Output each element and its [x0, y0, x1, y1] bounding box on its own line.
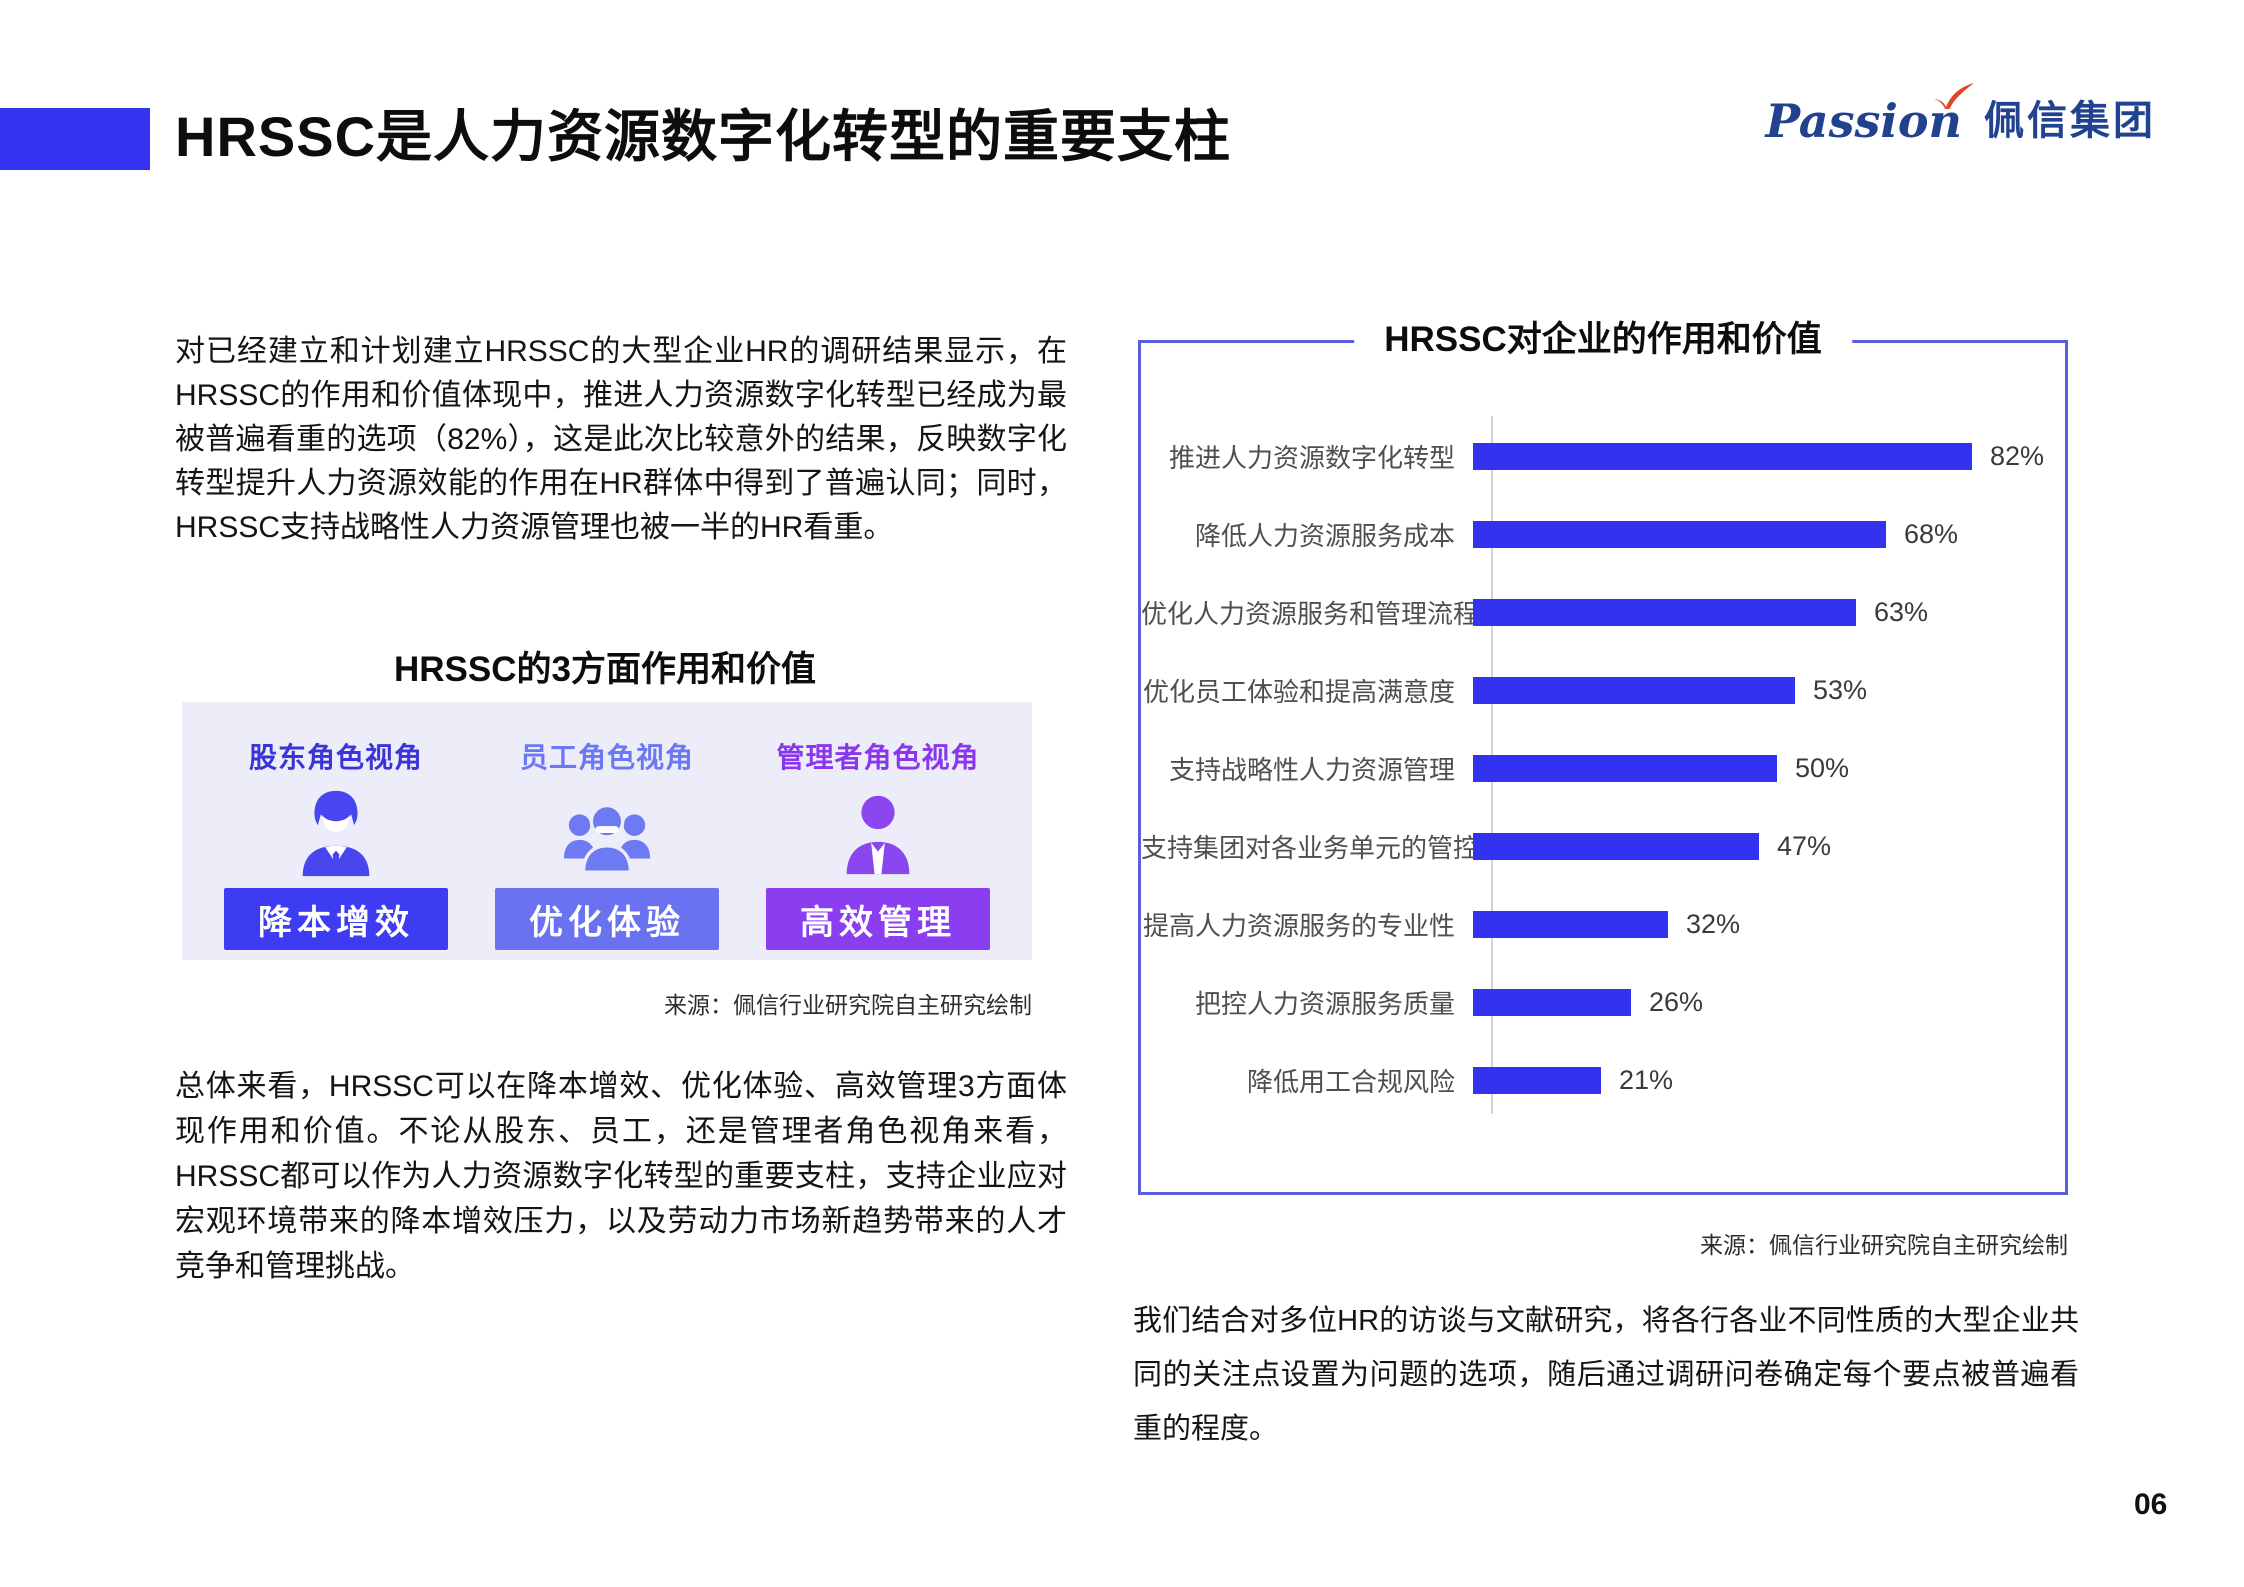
bar-row: 降低人力资源服务成本 68% [1141, 519, 2065, 551]
logo-checkmark-icon [1934, 83, 1974, 109]
value-panel-title: HRSSC的3方面作用和价值 [394, 650, 816, 689]
bar-fill [1473, 521, 1886, 548]
bar-value: 82% [1990, 441, 2045, 471]
bar-chart-panel: HRSSC对企业的作用和价值 推进人力资源数字化转型 82% 降低人力资源服务成… [1138, 316, 2068, 1195]
page-number: 06 [2134, 1488, 2168, 1521]
bar-label: 降低人力资源服务成本 [1194, 521, 1455, 551]
chart-rows: 推进人力资源数字化转型 82% 降低人力资源服务成本 68% 优化人力资源服务和… [1141, 441, 2065, 1145]
bar-row: 支持集团对各业务单元的管控 47% [1141, 831, 2065, 863]
chart-source: 来源：佩信行业研究院自主研究绘制 [1700, 1232, 2068, 1258]
chart-title: HRSSC对企业的作用和价值 [1354, 316, 1852, 364]
bar-fill [1473, 911, 1668, 938]
bar-value: 21% [1619, 1065, 1674, 1095]
bar-fill [1473, 755, 1777, 782]
bar-fill [1473, 443, 1972, 470]
bar-label: 把控人力资源服务质量 [1194, 989, 1455, 1019]
bar-row: 推进人力资源数字化转型 82% [1141, 441, 2065, 473]
bar-fill [1473, 677, 1795, 704]
value-column-shareholder: 股东角色视角 降本增效 [224, 736, 448, 960]
logo-company-name: 佩信集团 [1984, 99, 2156, 143]
bar-row: 提高人力资源服务的专业性 32% [1141, 909, 2065, 941]
bar-row: 降低用工合规风险 21% [1141, 1065, 2065, 1097]
value-panel-source: 来源：佩信行业研究院自主研究绘制 [664, 992, 1032, 1018]
logo-passion-script: Passion [1765, 83, 1974, 144]
shareholder-value-button: 降本增效 [224, 888, 448, 950]
bar-label: 降低用工合规风险 [1246, 1067, 1455, 1097]
bar-fill [1473, 989, 1631, 1016]
bar-label: 支持集团对各业务单元的管控 [1141, 833, 1480, 863]
value-panel: 股东角色视角 降本增效 员工角色视角 优化体验 [182, 702, 1032, 960]
column-header: 管理者角色视角 [776, 742, 980, 773]
bar-fill [1473, 1067, 1601, 1094]
bar-value: 32% [1686, 909, 1741, 939]
bar-row: 优化人力资源服务和管理流程 63% [1141, 597, 2065, 629]
value-column-employee: 员工角色视角 优化体验 [495, 736, 719, 960]
bar-value: 68% [1904, 519, 1959, 549]
shareholder-businessman-icon [289, 786, 383, 880]
bar-label: 提高人力资源服务的专业性 [1142, 911, 1455, 941]
employee-group-icon [560, 786, 654, 880]
bar-value: 50% [1795, 753, 1850, 783]
bar-label: 推进人力资源数字化转型 [1168, 443, 1455, 473]
methodology-paragraph: 我们结合对多位HR的访谈与文献研究，将各行各业不同性质的大型企业共同的关注点设置… [1133, 1305, 2079, 1445]
bar-fill [1473, 833, 1759, 860]
company-logo: Passion 佩信集团 [1765, 83, 2156, 144]
bar-label: 支持战略性人力资源管理 [1168, 755, 1455, 785]
employee-value-button: 优化体验 [495, 888, 719, 950]
bar-value: 47% [1777, 831, 1832, 861]
value-column-manager: 管理者角色视角 高效管理 [766, 736, 990, 960]
logo-passion-text: Passion [1765, 94, 1962, 148]
manager-value-button: 高效管理 [766, 888, 990, 950]
bar-label: 优化人力资源服务和管理流程 [1141, 599, 1480, 629]
bar-value: 26% [1649, 987, 1704, 1017]
page-title: HRSSC是人力资源数字化转型的重要支柱 [175, 105, 1232, 168]
bar-fill [1473, 599, 1856, 626]
column-header: 股东角色视角 [248, 742, 423, 773]
title-accent-block [0, 108, 150, 170]
intro-paragraph: 对已经建立和计划建立HRSSC的大型企业HR的调研结果显示，在HRSSC的作用和… [175, 335, 1067, 544]
bar-value: 63% [1874, 597, 1929, 627]
bar-value: 53% [1813, 675, 1868, 705]
bar-label: 优化员工体验和提高满意度 [1142, 677, 1455, 707]
bar-row: 优化员工体验和提高满意度 53% [1141, 675, 2065, 707]
summary-paragraph: 总体来看，HRSSC可以在降本增效、优化体验、高效管理3方面体现作用和价值。不论… [175, 1070, 1067, 1283]
column-header: 员工角色视角 [519, 742, 694, 773]
bar-row: 把控人力资源服务质量 26% [1141, 987, 2065, 1019]
bar-row: 支持战略性人力资源管理 50% [1141, 753, 2065, 785]
manager-person-icon [831, 786, 925, 880]
